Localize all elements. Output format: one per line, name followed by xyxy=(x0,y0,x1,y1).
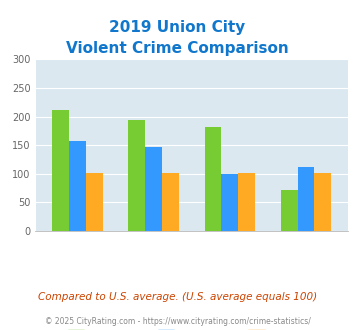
Bar xyxy=(162,173,179,231)
Bar xyxy=(281,190,297,231)
Text: © 2025 CityRating.com - https://www.cityrating.com/crime-statistics/: © 2025 CityRating.com - https://www.city… xyxy=(45,317,310,326)
Bar xyxy=(297,167,315,231)
Bar xyxy=(145,147,162,231)
Bar xyxy=(315,173,331,231)
Bar xyxy=(204,127,222,231)
Text: Compared to U.S. average. (U.S. average equals 100): Compared to U.S. average. (U.S. average … xyxy=(38,292,317,302)
Bar xyxy=(129,120,145,231)
Bar xyxy=(52,110,69,231)
Text: Violent Crime Comparison: Violent Crime Comparison xyxy=(66,41,289,56)
Legend: Union City, Tennessee, National: Union City, Tennessee, National xyxy=(63,326,320,330)
Bar xyxy=(69,141,86,231)
Text: 2019 Union City: 2019 Union City xyxy=(109,20,246,35)
Bar xyxy=(222,174,238,231)
Bar xyxy=(86,173,103,231)
Bar xyxy=(238,173,255,231)
